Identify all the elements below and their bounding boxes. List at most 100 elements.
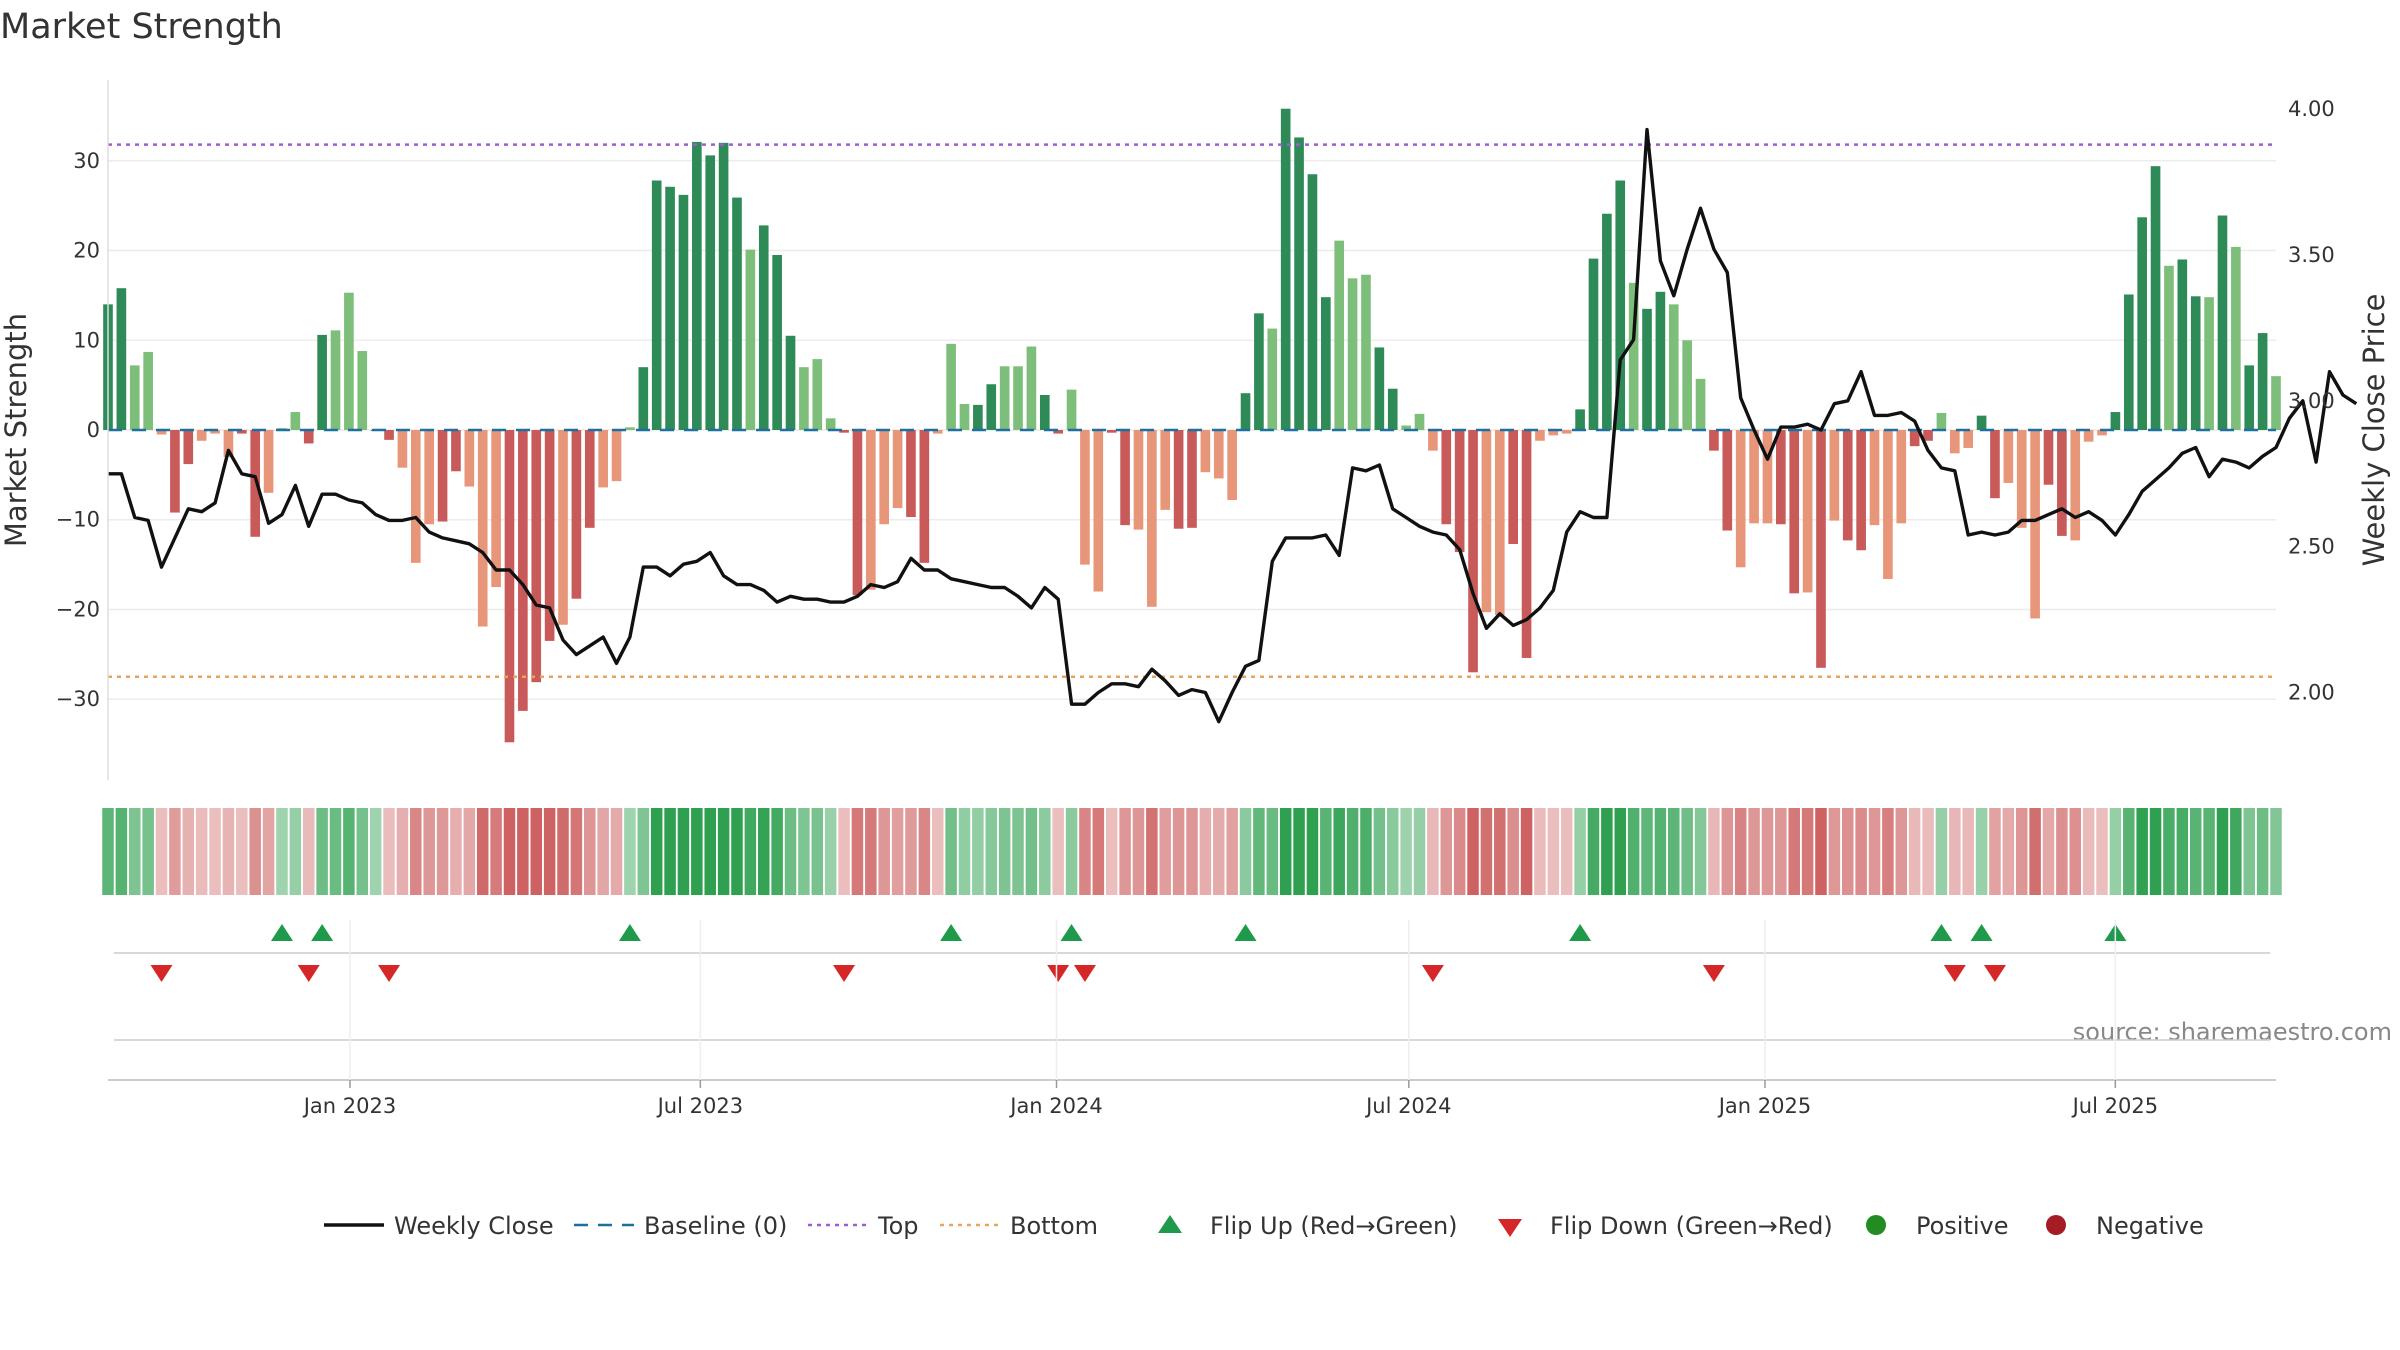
- source-note: source: sharemaestro.com: [2073, 1018, 2392, 1046]
- strength-bar: [451, 430, 461, 472]
- strength-bar: [2177, 259, 2188, 430]
- strength-bar: [210, 430, 220, 434]
- legend-label-flip-up: Flip Up (Red→Green): [1210, 1212, 1458, 1240]
- heatmap-cell: [1119, 808, 1131, 895]
- legend-label-positive: Positive: [1916, 1212, 2009, 1240]
- heatmap-cell: [1949, 808, 1961, 895]
- strength-bar: [1053, 430, 1063, 434]
- strength-bar: [491, 430, 501, 588]
- flip-up-marker: [618, 924, 641, 941]
- heatmap-cell: [1748, 808, 1760, 895]
- strength-bar: [2083, 430, 2094, 442]
- heatmap-cell: [771, 808, 783, 895]
- flip-up-marker: [1234, 924, 1257, 941]
- heatmap-cell: [2203, 808, 2215, 895]
- heatmap-cell: [851, 808, 864, 895]
- heatmap-cell: [2015, 808, 2028, 895]
- heatmap-cell: [891, 808, 904, 895]
- heatmap-cell: [1373, 808, 1386, 895]
- strength-bar: [237, 430, 247, 434]
- strength-bar: [1896, 430, 1907, 524]
- flip-down-marker: [1047, 965, 1070, 982]
- flip-up-marker: [311, 924, 334, 941]
- strength-bar: [2231, 246, 2241, 430]
- strength-bar: [651, 180, 662, 430]
- strength-bar: [812, 359, 823, 430]
- y-tick-left: −30: [56, 687, 100, 711]
- heatmap-cell: [490, 808, 502, 895]
- x-tick-label: Jan 2023: [302, 1094, 397, 1118]
- heatmap-cell: [222, 808, 235, 895]
- strength-bar: [611, 430, 622, 482]
- heatmap-cell: [1025, 808, 1038, 895]
- heatmap-cell: [1694, 808, 1707, 895]
- strength-bar: [1213, 430, 1224, 479]
- strength-bar: [1615, 180, 1626, 430]
- heatmap-cell: [1467, 808, 1479, 895]
- heatmap-cell: [677, 808, 690, 895]
- y-tick-right: 2.50: [2288, 535, 2335, 559]
- heatmap-cell: [1708, 808, 1720, 895]
- heatmap-cell: [2163, 808, 2175, 895]
- heatmap-cell: [1453, 808, 1466, 895]
- flip-down-marker: [378, 965, 401, 982]
- strength-bar: [1508, 430, 1519, 544]
- heatmap-cell: [1601, 808, 1613, 895]
- heatmap-cell: [637, 808, 650, 895]
- strength-bar: [1923, 430, 1933, 441]
- heatmap-cell: [209, 808, 221, 895]
- heatmap-cell: [276, 808, 288, 895]
- heatmap-cell: [1935, 808, 1948, 895]
- strength-bar: [1575, 409, 1585, 430]
- heatmap-cell: [1266, 808, 1279, 895]
- strength-bar: [1066, 389, 1077, 430]
- strength-bar: [852, 430, 863, 596]
- flip-up-marker: [270, 924, 293, 941]
- heatmap-cell: [530, 808, 543, 895]
- weekly-close-line: [108, 127, 2358, 724]
- y-tick-right: 2.00: [2288, 681, 2335, 705]
- heatmap-cell: [195, 808, 208, 895]
- strength-bar: [1789, 430, 1800, 594]
- heatmap-cell: [1855, 808, 1867, 895]
- strength-bar: [1883, 430, 1893, 579]
- heatmap-cell: [289, 808, 302, 895]
- flip-markers: [114, 924, 2270, 1041]
- heatmap-cell: [2029, 808, 2041, 895]
- legend-label-flip-down: Flip Down (Green→Red): [1550, 1212, 1833, 1240]
- heatmap-cell: [1922, 808, 1934, 895]
- heatmap-cell: [972, 808, 984, 895]
- heatmap-cell: [1293, 808, 1305, 895]
- heatmap-cell: [985, 808, 998, 895]
- heatmap-cell: [423, 808, 435, 895]
- strength-bar: [1240, 393, 1251, 430]
- strength-bar: [223, 430, 234, 457]
- heatmap-cell: [784, 808, 797, 895]
- heatmap-cell: [236, 808, 248, 895]
- heatmap-cell: [2230, 808, 2242, 895]
- heatmap-cell: [1039, 808, 1051, 895]
- strength-bar: [1494, 430, 1505, 615]
- strength-bar: [437, 430, 448, 522]
- strength-bar: [1200, 430, 1211, 473]
- strength-bar: [1949, 430, 1960, 454]
- heatmap-cell: [1654, 808, 1667, 895]
- strength-bar: [1334, 240, 1345, 430]
- strength-bar: [424, 430, 435, 525]
- strength-bar: [1227, 430, 1237, 500]
- strength-bar: [1869, 430, 1880, 526]
- heatmap-cell: [1815, 808, 1827, 895]
- heatmap-cell: [2176, 808, 2189, 895]
- y-tick-left: 0: [87, 418, 100, 442]
- strength-bar: [1722, 430, 1733, 531]
- heatmap-cell: [731, 808, 743, 895]
- strength-bar: [544, 430, 555, 641]
- strength-bar: [303, 430, 314, 444]
- strength-bars: [103, 108, 2281, 743]
- strength-bar: [785, 335, 796, 430]
- heatmap-cell: [597, 808, 609, 895]
- strength-bar: [2016, 430, 2027, 528]
- heatmap-cell: [249, 808, 261, 895]
- flip-down-marker: [297, 965, 320, 982]
